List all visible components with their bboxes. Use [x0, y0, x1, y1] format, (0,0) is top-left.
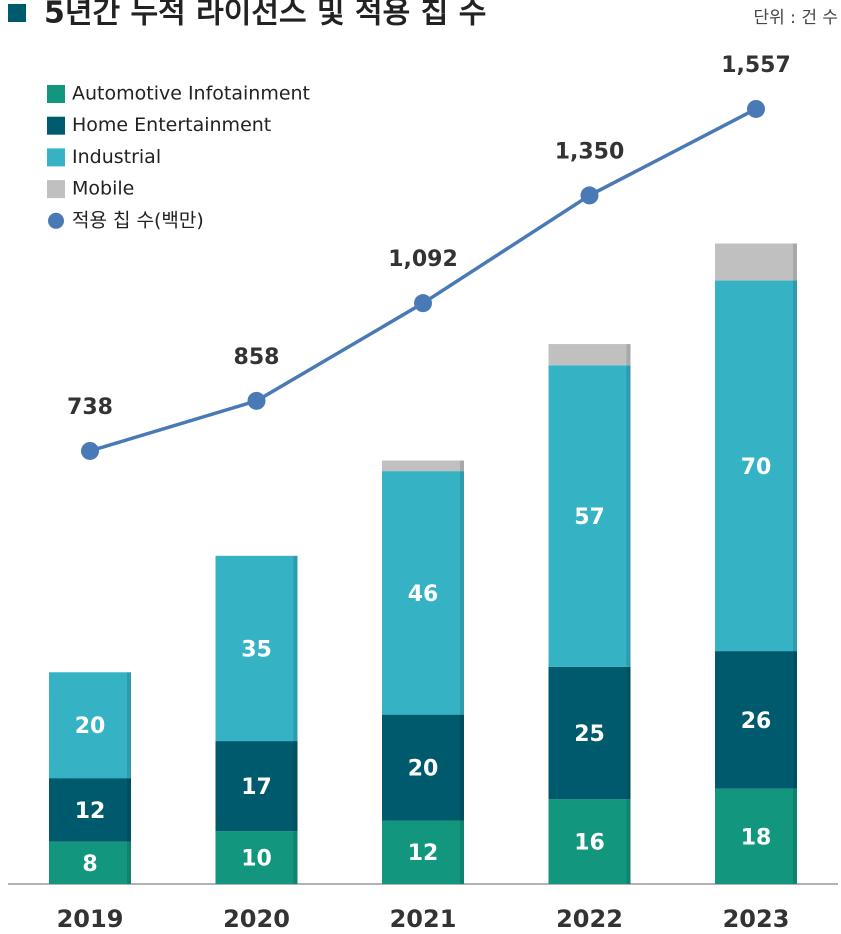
- bar-edge: [293, 555, 298, 742]
- bar-segment: [49, 841, 131, 884]
- bar-edge: [127, 778, 131, 842]
- data-label: 12: [75, 799, 106, 824]
- bar-edge: [793, 788, 797, 884]
- legend-label: Industrial: [72, 146, 161, 168]
- bar-segment: [49, 778, 131, 842]
- unit-label: 단위 : 건 수: [754, 8, 839, 28]
- legend-label: Mobile: [72, 178, 134, 200]
- data-label: 18: [741, 825, 772, 850]
- legend-marker: [47, 148, 65, 167]
- data-label: 20: [408, 757, 439, 782]
- data-label: 16: [574, 831, 605, 856]
- bar-edge: [793, 651, 797, 789]
- bar-segment: [49, 672, 131, 779]
- legend-marker: [47, 85, 65, 103]
- data-label: 1,557: [721, 53, 791, 78]
- data-label: 8: [82, 852, 97, 877]
- bar-edge: [460, 714, 464, 821]
- data-label: 35: [241, 637, 272, 662]
- bar-segment: [715, 651, 797, 789]
- data-label: 57: [574, 505, 605, 530]
- bar-segment: [382, 714, 464, 821]
- data-label: 858: [234, 345, 280, 370]
- bar-segment: [382, 460, 464, 472]
- bar-segment: [382, 820, 464, 884]
- bar-edge: [293, 741, 298, 832]
- bar-segment: [548, 666, 631, 800]
- bar-edge: [793, 243, 797, 281]
- bar-edge: [127, 672, 131, 779]
- bar-segment: [215, 831, 298, 884]
- bar-segment: [215, 741, 298, 832]
- legend-label: Automotive Infotainment: [72, 83, 310, 105]
- title-marker: [8, 4, 26, 22]
- bar-edge: [626, 344, 631, 366]
- x-tick-label: 2022: [556, 905, 623, 933]
- data-label: 1,092: [388, 247, 458, 272]
- data-label: 20: [75, 714, 106, 739]
- bar-edge: [127, 841, 131, 884]
- legend-label: Home Entertainment: [72, 114, 271, 136]
- chart-title: 5년간 누적 라이선스 및 적용 칩 수: [44, 0, 486, 31]
- bar-segment: [215, 555, 298, 742]
- line-point: [247, 391, 266, 410]
- bar-edge: [793, 280, 797, 652]
- line-point: [414, 294, 432, 313]
- line-point: [580, 186, 599, 205]
- bar-segment: [548, 799, 631, 884]
- bar-edge: [293, 831, 298, 884]
- data-label: 70: [741, 455, 772, 480]
- bar-segment: [715, 243, 797, 281]
- line-point: [81, 441, 99, 460]
- bar-edge: [626, 365, 631, 667]
- legend-marker: [47, 180, 65, 199]
- legend-label: 적용 칩 수(백만): [72, 209, 204, 231]
- bar-segment: [715, 280, 797, 652]
- bar-edge: [460, 460, 464, 472]
- data-label: 10: [241, 847, 272, 872]
- bar-edge: [626, 799, 631, 884]
- data-label: 738: [67, 395, 113, 420]
- x-tick-label: 2020: [223, 905, 290, 933]
- legend-marker: [48, 212, 64, 229]
- bar-segment: [715, 788, 797, 884]
- data-label: 26: [741, 709, 772, 734]
- line-point: [747, 99, 765, 118]
- x-tick-label: 2019: [57, 905, 124, 933]
- bar-segment: [548, 344, 631, 366]
- x-tick-label: 2021: [390, 905, 457, 933]
- line: [89, 107, 757, 453]
- bar-edge: [460, 820, 464, 884]
- data-label: 25: [574, 722, 605, 747]
- data-label: 12: [408, 841, 439, 866]
- data-label: 17: [241, 775, 272, 800]
- legend-marker: [47, 116, 65, 135]
- data-label: 46: [408, 582, 439, 607]
- bar-segment: [382, 471, 464, 715]
- bar-edge: [626, 666, 631, 800]
- bar-edge: [460, 471, 464, 715]
- data-label: 1,350: [555, 139, 625, 164]
- x-tick-label: 2023: [723, 905, 790, 933]
- bar-segment: [548, 365, 631, 667]
